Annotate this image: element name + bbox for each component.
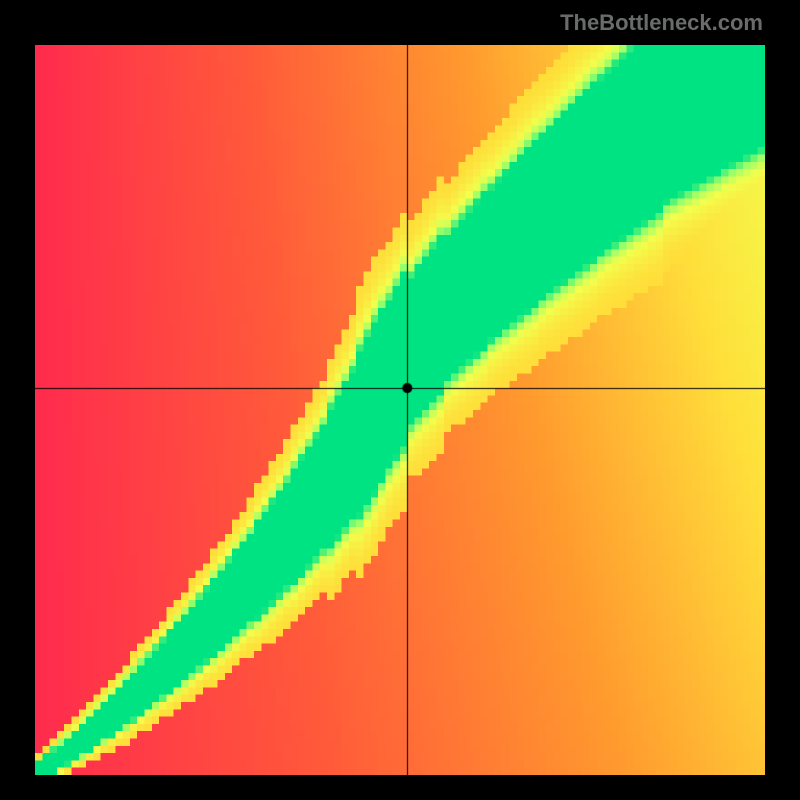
bottleneck-heatmap: [35, 45, 765, 775]
watermark-text: TheBottleneck.com: [560, 10, 763, 36]
chart-root: TheBottleneck.com: [0, 0, 800, 800]
